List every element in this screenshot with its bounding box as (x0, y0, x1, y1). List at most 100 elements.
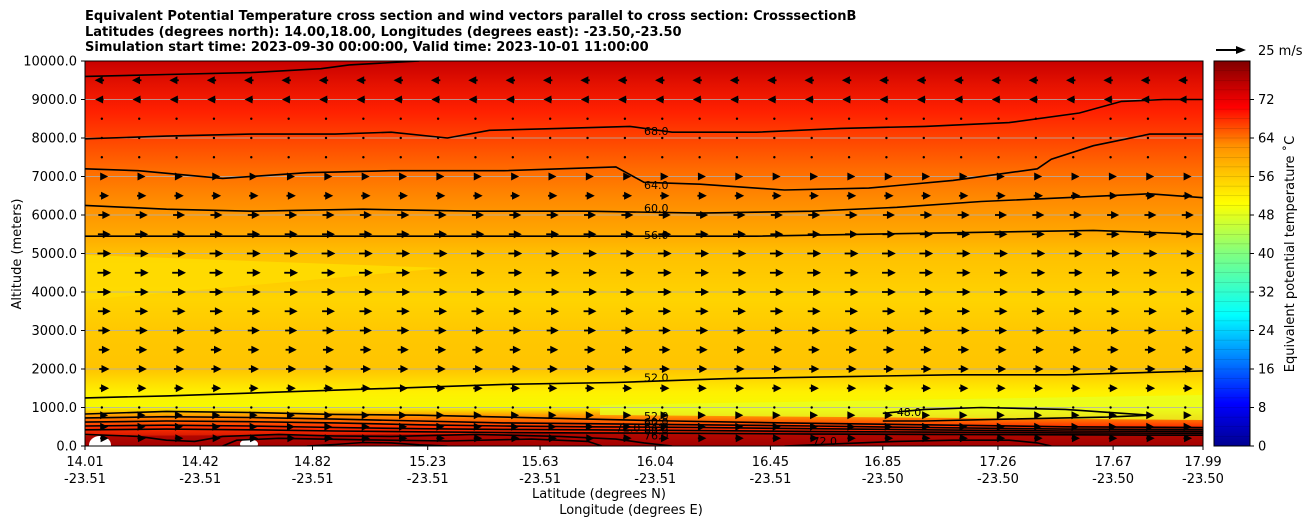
wind-vector (994, 211, 1008, 219)
wind-vector-head (140, 249, 149, 258)
wind-vector (284, 288, 299, 296)
wind-vector (733, 211, 746, 219)
wind-vector-head (1037, 249, 1046, 258)
wind-vector-head (474, 191, 483, 200)
wind-vector (436, 156, 440, 159)
wind-vector (100, 172, 109, 181)
wind-vector-head (361, 172, 370, 181)
wind-vector-head (512, 191, 521, 200)
wind-vector (136, 365, 147, 373)
wind-vector (733, 326, 746, 335)
wind-vector-head (1109, 191, 1118, 200)
wind-vector-head (1178, 76, 1187, 85)
wind-vector (847, 411, 856, 420)
wind-vector (509, 211, 522, 219)
x-tick-label-lat: 17.26 (979, 455, 1016, 470)
wind-vector (508, 307, 522, 316)
wind-vector (322, 307, 335, 316)
wind-vector (510, 365, 521, 373)
wind-vector (399, 136, 402, 140)
wind-vector-head (767, 95, 776, 104)
wind-vector-head (701, 288, 710, 296)
wind-vector-head (214, 307, 223, 316)
wind-vector (508, 249, 523, 258)
wind-vector (734, 191, 745, 200)
wind-vector-head (1108, 422, 1117, 431)
wind-vector (284, 249, 299, 258)
wind-vector (735, 136, 739, 140)
wind-vector (1072, 406, 1075, 409)
x-tick-label-lat: 17.99 (1184, 455, 1221, 470)
wind-vector (585, 434, 595, 443)
wind-vector-head (586, 434, 595, 443)
wind-vector-head (775, 268, 784, 277)
wind-vector-head (698, 191, 707, 200)
colorbar-tick-label: 24 (1258, 324, 1275, 339)
wind-vector (249, 172, 258, 181)
wind-vector (473, 411, 482, 420)
wind-vector (548, 136, 552, 140)
wind-vector (583, 249, 597, 258)
wind-vector-head (585, 411, 594, 420)
wind-vector (172, 249, 186, 258)
wind-vector-head (962, 230, 971, 239)
wind-vector (321, 288, 336, 296)
wind-vector-head (1109, 434, 1118, 443)
wind-vector (396, 268, 411, 277)
contour-label: 56.0 (644, 229, 669, 242)
wind-vector (511, 136, 515, 140)
x-tick-label-lat: 15.23 (409, 455, 446, 470)
wind-vector (212, 434, 221, 443)
wind-vector-head (618, 95, 627, 104)
wind-vector-head (588, 268, 597, 277)
wind-vector-head (325, 191, 334, 200)
wind-vector (212, 117, 216, 120)
wind-vector-head (996, 172, 1005, 181)
wind-vector (509, 326, 522, 335)
wind-vector (284, 307, 298, 316)
wind-vector (362, 156, 365, 159)
wind-vector-head (661, 384, 670, 393)
wind-vector-head (436, 434, 445, 443)
wind-vector (660, 172, 669, 181)
wind-vector-head (917, 95, 926, 104)
wind-vector (623, 172, 632, 181)
wind-vector (1066, 76, 1076, 85)
wind-vector-head (1036, 307, 1045, 316)
wind-vector (473, 422, 482, 431)
wind-vector (136, 345, 148, 354)
wind-vector (1144, 345, 1157, 354)
wind-vector (882, 268, 896, 277)
wind-vector (655, 76, 665, 85)
wind-vector-head (885, 434, 894, 443)
wind-vector (1143, 288, 1158, 296)
wind-vector (994, 230, 1008, 239)
wind-vector-head (286, 422, 295, 431)
wind-vector (97, 268, 112, 277)
wind-vector (922, 136, 925, 140)
wind-vector-head (140, 288, 149, 296)
wind-vector (511, 434, 520, 443)
wind-vector (997, 156, 1000, 159)
wind-vector (883, 365, 895, 373)
wind-vector (1071, 434, 1080, 443)
wind-vector-head (700, 326, 709, 335)
wind-vector-head (735, 422, 744, 431)
wind-vector (134, 288, 149, 296)
wind-vector-head (960, 191, 969, 200)
wind-vector (657, 268, 672, 277)
wind-vector-head (847, 411, 856, 420)
wind-vector (474, 136, 477, 140)
wind-vector-head (100, 422, 109, 431)
wind-vector (1180, 249, 1195, 258)
colorbar-tick-label: 0 (1258, 440, 1266, 455)
wind-vector-head (213, 365, 222, 373)
x-tick-label-lon: -23.51 (64, 472, 106, 487)
wind-vector (547, 191, 558, 200)
x-tick-label-lat: 14.42 (182, 455, 219, 470)
wind-vector (958, 345, 970, 354)
wind-vector (545, 288, 560, 296)
wind-vector (471, 288, 485, 296)
wind-vector-head (886, 345, 895, 354)
wind-vector-head (252, 307, 261, 316)
